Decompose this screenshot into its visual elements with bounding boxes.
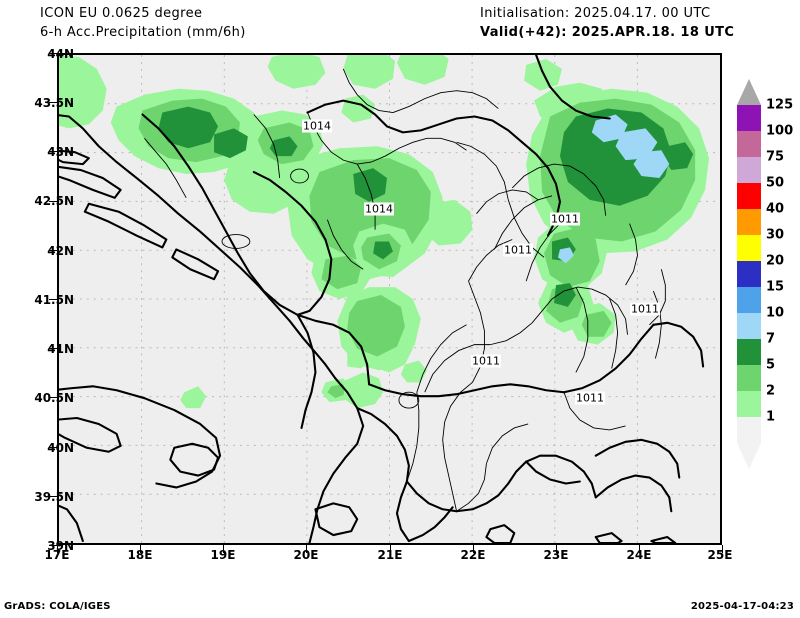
colorbar-overflow-arrow — [737, 79, 761, 105]
colorbar-band — [737, 131, 761, 157]
y-tick-label: 41N — [47, 342, 74, 356]
y-tick-mark — [49, 201, 57, 202]
y-tick-label: 40N — [47, 441, 74, 455]
y-tick-label: 43.5N — [34, 96, 74, 110]
x-tick-label: 25E — [707, 548, 733, 562]
precipitation-field — [59, 55, 710, 409]
x-tick-label: 22E — [460, 548, 486, 562]
x-tick-mark — [306, 545, 307, 553]
isobar-label: 1011 — [503, 243, 533, 257]
colorbar-band — [737, 313, 761, 339]
y-tick-label: 43N — [47, 145, 74, 159]
y-tick-mark — [49, 397, 57, 398]
colorbar-band — [737, 287, 761, 313]
colorbar-tick-label: 75 — [766, 149, 785, 165]
colorbar-tick-label: 15 — [766, 279, 785, 295]
y-tick-mark — [49, 299, 57, 300]
colorbar-band — [737, 391, 761, 417]
x-tick-label: 24E — [626, 548, 652, 562]
x-tick-mark — [639, 545, 640, 553]
y-tick-mark — [49, 348, 57, 349]
colorbar-band — [737, 157, 761, 183]
colorbar-tick-label: 30 — [766, 227, 785, 243]
colorbar-band — [737, 105, 761, 131]
x-tick-mark — [556, 545, 557, 553]
x-tick-label: 23E — [543, 548, 569, 562]
x-tick-mark — [473, 545, 474, 553]
colorbar-tick-label: 2 — [766, 383, 776, 399]
x-tick-mark — [223, 545, 224, 553]
isobar-label: 1014 — [302, 119, 332, 133]
colorbar-tick-label: 10 — [766, 305, 785, 321]
isobar-contours — [221, 114, 666, 512]
x-tick-label: 17E — [44, 548, 70, 562]
x-tick-label: 18E — [127, 548, 153, 562]
colorbar-band — [737, 183, 761, 209]
y-tick-mark — [49, 545, 57, 546]
colorbar-band — [737, 339, 761, 365]
isobar-label: 1011 — [550, 212, 580, 226]
colorbar-tick-label: 7 — [766, 331, 776, 347]
y-tick-label: 39.5N — [34, 490, 74, 504]
colorbar-tick-label: 50 — [766, 175, 785, 191]
x-tick-mark — [390, 545, 391, 553]
model-title: ICON EU 0.0625 degree — [40, 6, 203, 21]
isobar-label: 1011 — [575, 391, 605, 405]
y-tick-label: 39N — [47, 539, 74, 553]
valid-time: Valid(+42): 2025.APR.18. 18 UTC — [480, 25, 735, 40]
footer-timestamp: 2025-04-17-04:23 — [690, 601, 794, 612]
colorbar-band — [737, 235, 761, 261]
y-tick-label: 40.5N — [34, 391, 74, 405]
map-plot-area — [57, 53, 722, 545]
colorbar-tick-label: 5 — [766, 357, 776, 373]
colorbar-tick-label: 125 — [766, 97, 794, 113]
x-tick-label: 21E — [377, 548, 403, 562]
y-tick-label: 44N — [47, 47, 74, 61]
colorbar-band — [737, 209, 761, 235]
y-tick-mark — [49, 151, 57, 152]
map-canvas — [59, 55, 720, 543]
y-tick-label: 42N — [47, 244, 74, 258]
colorbar-tick-label: 100 — [766, 123, 794, 139]
isobar-label: 1011 — [471, 354, 501, 368]
initialisation-time: Initialisation: 2025.04.17. 00 UTC — [480, 6, 711, 21]
isobar-label: 1011 — [630, 302, 660, 316]
colorbar-tick-label: 40 — [766, 201, 785, 217]
y-tick-label: 41.5N — [34, 293, 74, 307]
x-tick-mark — [722, 545, 723, 553]
colorbar-tick-label: 20 — [766, 253, 785, 269]
coastline-borders — [59, 55, 705, 543]
footer-credit: GrADS: COLA/IGES — [4, 601, 111, 612]
colorbar-band — [737, 365, 761, 391]
x-tick-label: 19E — [210, 548, 236, 562]
colorbar-underflow-arrow — [737, 443, 761, 469]
internal-borders — [144, 68, 662, 512]
x-tick-mark — [140, 545, 141, 553]
field-title: 6-h Acc.Precipitation (mm/6h) — [40, 25, 246, 40]
x-tick-mark — [57, 545, 58, 553]
isobar-label: 1014 — [364, 202, 394, 216]
y-tick-mark — [49, 53, 57, 54]
colorbar-band — [737, 417, 761, 443]
colorbar-band — [737, 261, 761, 287]
colorbar-tick-label: 1 — [766, 409, 776, 425]
y-tick-mark — [49, 447, 57, 448]
y-tick-mark — [49, 102, 57, 103]
y-tick-mark — [49, 496, 57, 497]
x-tick-label: 20E — [293, 548, 319, 562]
y-tick-mark — [49, 250, 57, 251]
colorbar[interactable] — [737, 105, 761, 443]
